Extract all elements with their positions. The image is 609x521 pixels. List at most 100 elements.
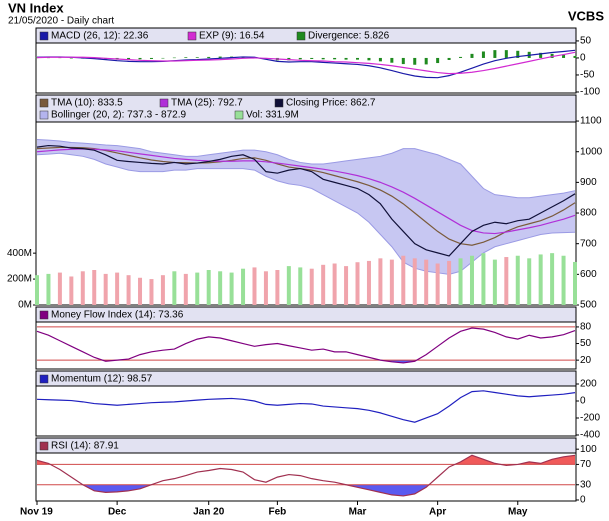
y-tick-label: 700 [580, 238, 597, 249]
legend-swatch [39, 98, 49, 108]
oversold-fill [37, 484, 575, 496]
divergence-bar [436, 57, 440, 64]
volume-bar [447, 260, 452, 305]
y2-tick-label: 0M [18, 300, 32, 311]
divergence-bar [218, 56, 222, 58]
volume-bar [538, 254, 543, 305]
y-tick-label: 500 [580, 300, 597, 311]
y-tick-label: 50 [580, 338, 592, 349]
legend-label: Vol: 331.9M [246, 110, 299, 121]
y-tick-label: 600 [580, 269, 597, 280]
divergence-bar [356, 57, 360, 60]
legend-label: Closing Price: 862.7 [286, 98, 376, 109]
divergence-bar [195, 57, 199, 58]
y-tick-label: 900 [580, 177, 597, 188]
volume-bar [69, 276, 74, 305]
volume-bar [355, 262, 360, 305]
y-tick-label: 80 [580, 322, 592, 333]
volume-bar [309, 268, 314, 305]
volume-bar [527, 258, 532, 305]
legend-label: TMA (25): 792.7 [171, 98, 243, 109]
y-tick-label: 1000 [580, 146, 603, 157]
y-tick-label: 50 [580, 36, 592, 47]
subtitle: 21/05/2020 - Daily chart [8, 16, 114, 27]
legend-swatch [39, 374, 49, 384]
divergence-bar [504, 50, 508, 58]
series-line [36, 390, 576, 423]
volume-bar [126, 275, 131, 305]
divergence-bar [138, 57, 142, 60]
legend-label: TMA (10): 833.5 [51, 98, 123, 109]
divergence-bar [310, 57, 314, 59]
y2-tick-label: 200M [7, 274, 32, 285]
y-tick-label: 1100 [580, 116, 602, 127]
y-tick-label: -100 [580, 87, 600, 98]
volume-bar [263, 271, 268, 305]
volume-bar [561, 255, 566, 305]
y-tick-label: 70 [580, 459, 592, 470]
x-tick-label: Jan 20 [193, 507, 225, 518]
overbought-fill [37, 455, 575, 465]
divergence-bar [401, 57, 405, 65]
legend-swatch [159, 98, 169, 108]
volume-bar [183, 273, 188, 305]
series-line [36, 51, 576, 75]
divergence-bar [378, 57, 382, 62]
legend-strip [35, 306, 577, 323]
volume-bar [332, 263, 337, 305]
volume-bar [504, 257, 509, 305]
series-line [36, 144, 576, 257]
volume-bar [103, 273, 108, 305]
legend-label: RSI (14): 87.91 [51, 441, 119, 452]
brand: VCBS [568, 8, 604, 23]
legend-label: Money Flow Index (14): 73.36 [51, 310, 184, 321]
legend-swatch [274, 98, 284, 108]
y-tick-label: 0 [580, 495, 586, 506]
volume-bar [275, 270, 280, 305]
divergence-bar [172, 57, 176, 59]
series-line [36, 49, 576, 79]
legend-strip [35, 370, 577, 387]
series-line [36, 454, 576, 497]
volume-bar [412, 258, 417, 305]
volume-bar [92, 270, 97, 305]
divergence-bar [459, 56, 463, 58]
volume-bar [241, 268, 246, 305]
divergence-bar [207, 56, 211, 58]
volume-bar [160, 275, 165, 305]
y-tick-label: 20 [580, 355, 592, 366]
volume-bar [515, 255, 520, 305]
volume-bar [57, 272, 62, 305]
volume-bar [195, 272, 200, 305]
volume-bar [321, 264, 326, 305]
divergence-bar [516, 50, 520, 58]
y-tick-label: 0 [580, 53, 586, 64]
divergence-bar [562, 54, 566, 58]
volume-bar [366, 260, 371, 305]
legend-swatch [39, 441, 49, 451]
volume-bar [435, 263, 440, 305]
volume-bar [115, 272, 120, 305]
y-tick-label: -50 [580, 70, 595, 81]
legend-swatch [39, 110, 49, 120]
title: VN Index [8, 0, 64, 15]
divergence-bar [390, 57, 394, 63]
divergence-bar [424, 57, 428, 65]
volume-bar [378, 258, 383, 305]
divergence-bar [481, 51, 485, 58]
series-line [36, 146, 576, 246]
volume-bar [149, 279, 154, 305]
volume-bar [401, 255, 406, 305]
volume-bar [550, 253, 555, 305]
bollinger-band [37, 139, 575, 275]
divergence-bar [550, 53, 554, 58]
volume-bar [229, 272, 234, 305]
legend-swatch [39, 31, 49, 41]
divergence-bar [367, 57, 371, 61]
divergence-bar [127, 57, 131, 60]
legend-label: Momentum (12): 98.57 [51, 374, 153, 385]
bollinger-upper [36, 138, 576, 199]
x-tick-label: Apr [429, 507, 446, 518]
divergence-bar [149, 57, 153, 59]
